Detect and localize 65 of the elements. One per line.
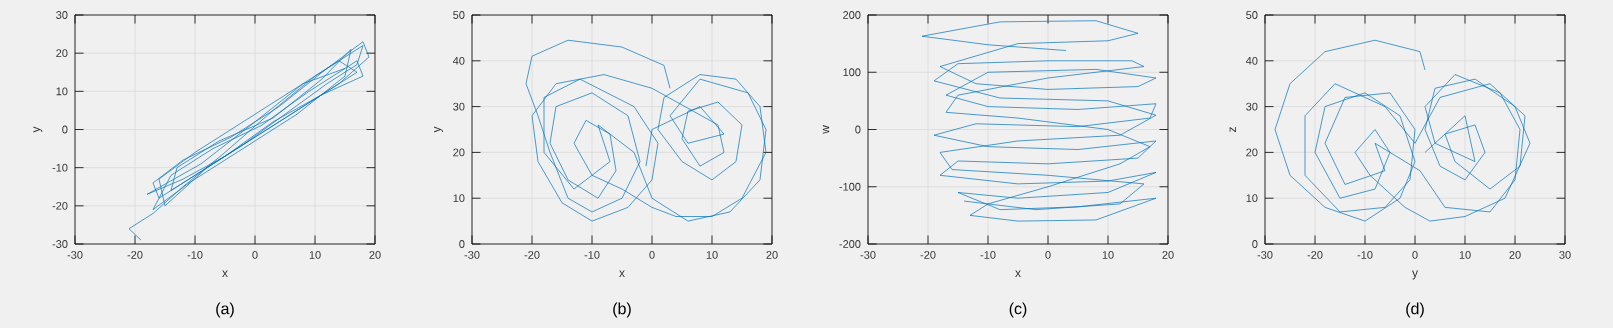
y-tick-label: 40 [1245,56,1258,65]
x-axis-title: x [1015,270,1021,277]
y-tick-label: 10 [56,87,68,96]
y-tick-label: 0 [1252,240,1258,248]
y-tick-label: 50 [453,11,465,19]
text: (a) [216,302,234,318]
x-tick-label: 10 [309,251,321,259]
y-tick-label: -20 [52,201,68,210]
x-tick-label: -20 [524,251,540,259]
y-tick-label: 100 [843,68,861,77]
x-tick-label: 20 [1162,251,1174,259]
y-tick-label: -10 [52,163,68,172]
text: (b) [613,302,631,318]
y-axis-title: w [822,125,830,134]
x-tick-label: -30 [67,251,83,259]
y-tick-label: 30 [1246,102,1258,111]
x-tick-label: -10 [980,251,996,259]
y-tick-label: 10 [1246,194,1258,203]
x-tick-label: -30 [1257,251,1273,259]
x-tick-label: 0 [252,251,258,259]
y-tick-label: 40 [452,56,465,65]
x-axis-title: y [1412,270,1418,280]
y-axis-title: y [434,126,443,133]
x-tick-label: 10 [706,251,718,259]
x-tick-label: 0 [649,251,655,259]
x-tick-label: 10 [1102,251,1114,259]
y-tick-label: 20 [453,148,465,157]
y-tick-label: 30 [453,102,465,111]
y-tick-label: 30 [56,11,68,19]
y-tick-label: 20 [56,49,68,58]
x-tick-label: -10 [187,251,203,259]
y-tick-label: -30 [52,240,68,248]
x-tick-label: -20 [1307,251,1323,259]
x-tick-label: -30 [860,251,876,259]
y-axis-title: y [33,126,43,133]
y-tick-label: -200 [839,240,861,248]
text: (c) [1009,302,1027,318]
y-tick-label: 0 [855,125,861,134]
line-series [525,39,767,222]
x-axis-title: x [619,270,625,277]
y-axis-title: z [1229,127,1236,133]
y-tick-label: -100 [839,182,861,191]
y-tick-label: 10 [453,194,465,203]
x-tick-label: -20 [127,251,143,259]
x-tick-label: 0 [1045,251,1051,259]
y-tick-label: 20 [1246,148,1258,157]
y-tick-label: 0 [459,240,465,248]
x-axis-title: x [222,270,228,277]
x-tick-label: 20 [1509,251,1521,259]
x-tick-label: 0 [1412,251,1418,259]
x-tick-label: -30 [464,251,480,259]
y-tick-label: 50 [1246,11,1258,19]
line-series [921,20,1157,222]
x-tick-label: -20 [920,251,936,259]
x-tick-label: 10 [1459,251,1471,259]
x-tick-label: 20 [369,251,381,259]
x-tick-label: 30 [1559,251,1571,259]
text: (d) [1406,302,1424,318]
x-tick-label: -10 [1357,251,1373,259]
y-tick-label: 0 [62,125,68,134]
x-tick-label: 20 [766,251,778,259]
y-tick-label: 200 [843,11,861,19]
line-series [128,41,370,241]
line-series [1274,39,1531,222]
x-tick-label: -10 [584,251,600,259]
